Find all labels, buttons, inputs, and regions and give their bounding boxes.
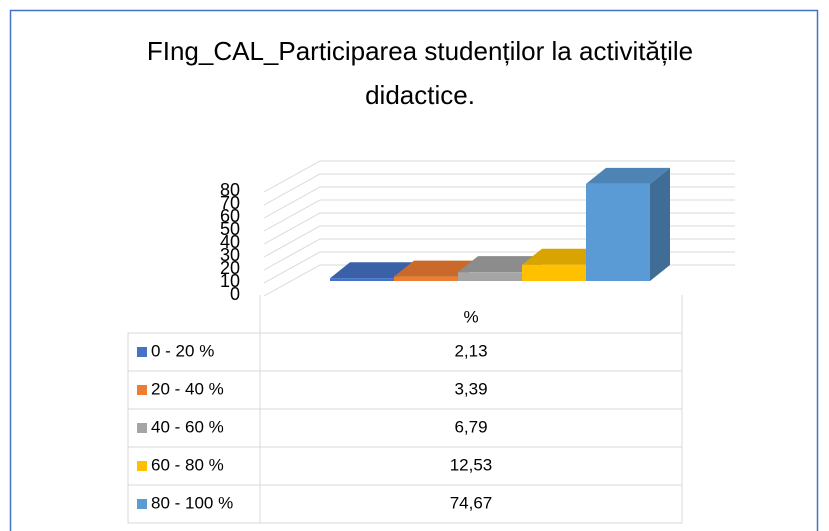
value-label: 3,39 [454, 379, 487, 398]
bar-front [522, 264, 586, 281]
legend-key [137, 461, 147, 471]
grid-line [263, 160, 735, 193]
table-cell [259, 484, 683, 524]
y-tick-label: 20 [220, 258, 240, 278]
chart-title: FIng_CAL_Participarea studenților la act… [147, 36, 693, 66]
bar-front [458, 272, 522, 281]
legend-label: 40 - 60 % [151, 417, 224, 436]
legend-key [137, 499, 147, 509]
legend-label: 20 - 40 % [151, 379, 224, 398]
y-tick-label: 80 [220, 180, 240, 200]
bar-side [650, 167, 670, 281]
bar-front [394, 276, 458, 281]
chart-title: didactice. [365, 80, 475, 110]
value-label: 12,53 [450, 455, 493, 474]
value-label: 2,13 [454, 341, 487, 360]
legend-key [137, 385, 147, 395]
y-tick-label: 70 [220, 193, 240, 213]
y-tick-label: 50 [220, 219, 240, 239]
y-tick-label: 0 [230, 284, 240, 304]
bar-top [330, 262, 414, 279]
legend-label: 80 - 100 % [151, 493, 233, 512]
bar-front [586, 183, 650, 281]
legend-key [137, 347, 147, 357]
grid-line [263, 173, 735, 206]
bar-top [458, 256, 542, 273]
legend-key [137, 423, 147, 433]
value-label: 74,67 [450, 493, 493, 512]
legend-label: 60 - 80 % [151, 455, 224, 474]
table-header: % [463, 307, 478, 326]
bar-front [330, 278, 394, 281]
bar-top [394, 260, 478, 277]
y-tick-label: 60 [220, 206, 240, 226]
bar-top [522, 248, 606, 265]
legend-label: 0 - 20 % [151, 341, 214, 360]
bar-top [586, 167, 670, 184]
bar [586, 167, 670, 281]
y-tick-label: 30 [220, 245, 240, 265]
value-label: 6,79 [454, 417, 487, 436]
y-tick-label: 10 [220, 271, 240, 291]
y-tick-label: 40 [220, 232, 240, 252]
